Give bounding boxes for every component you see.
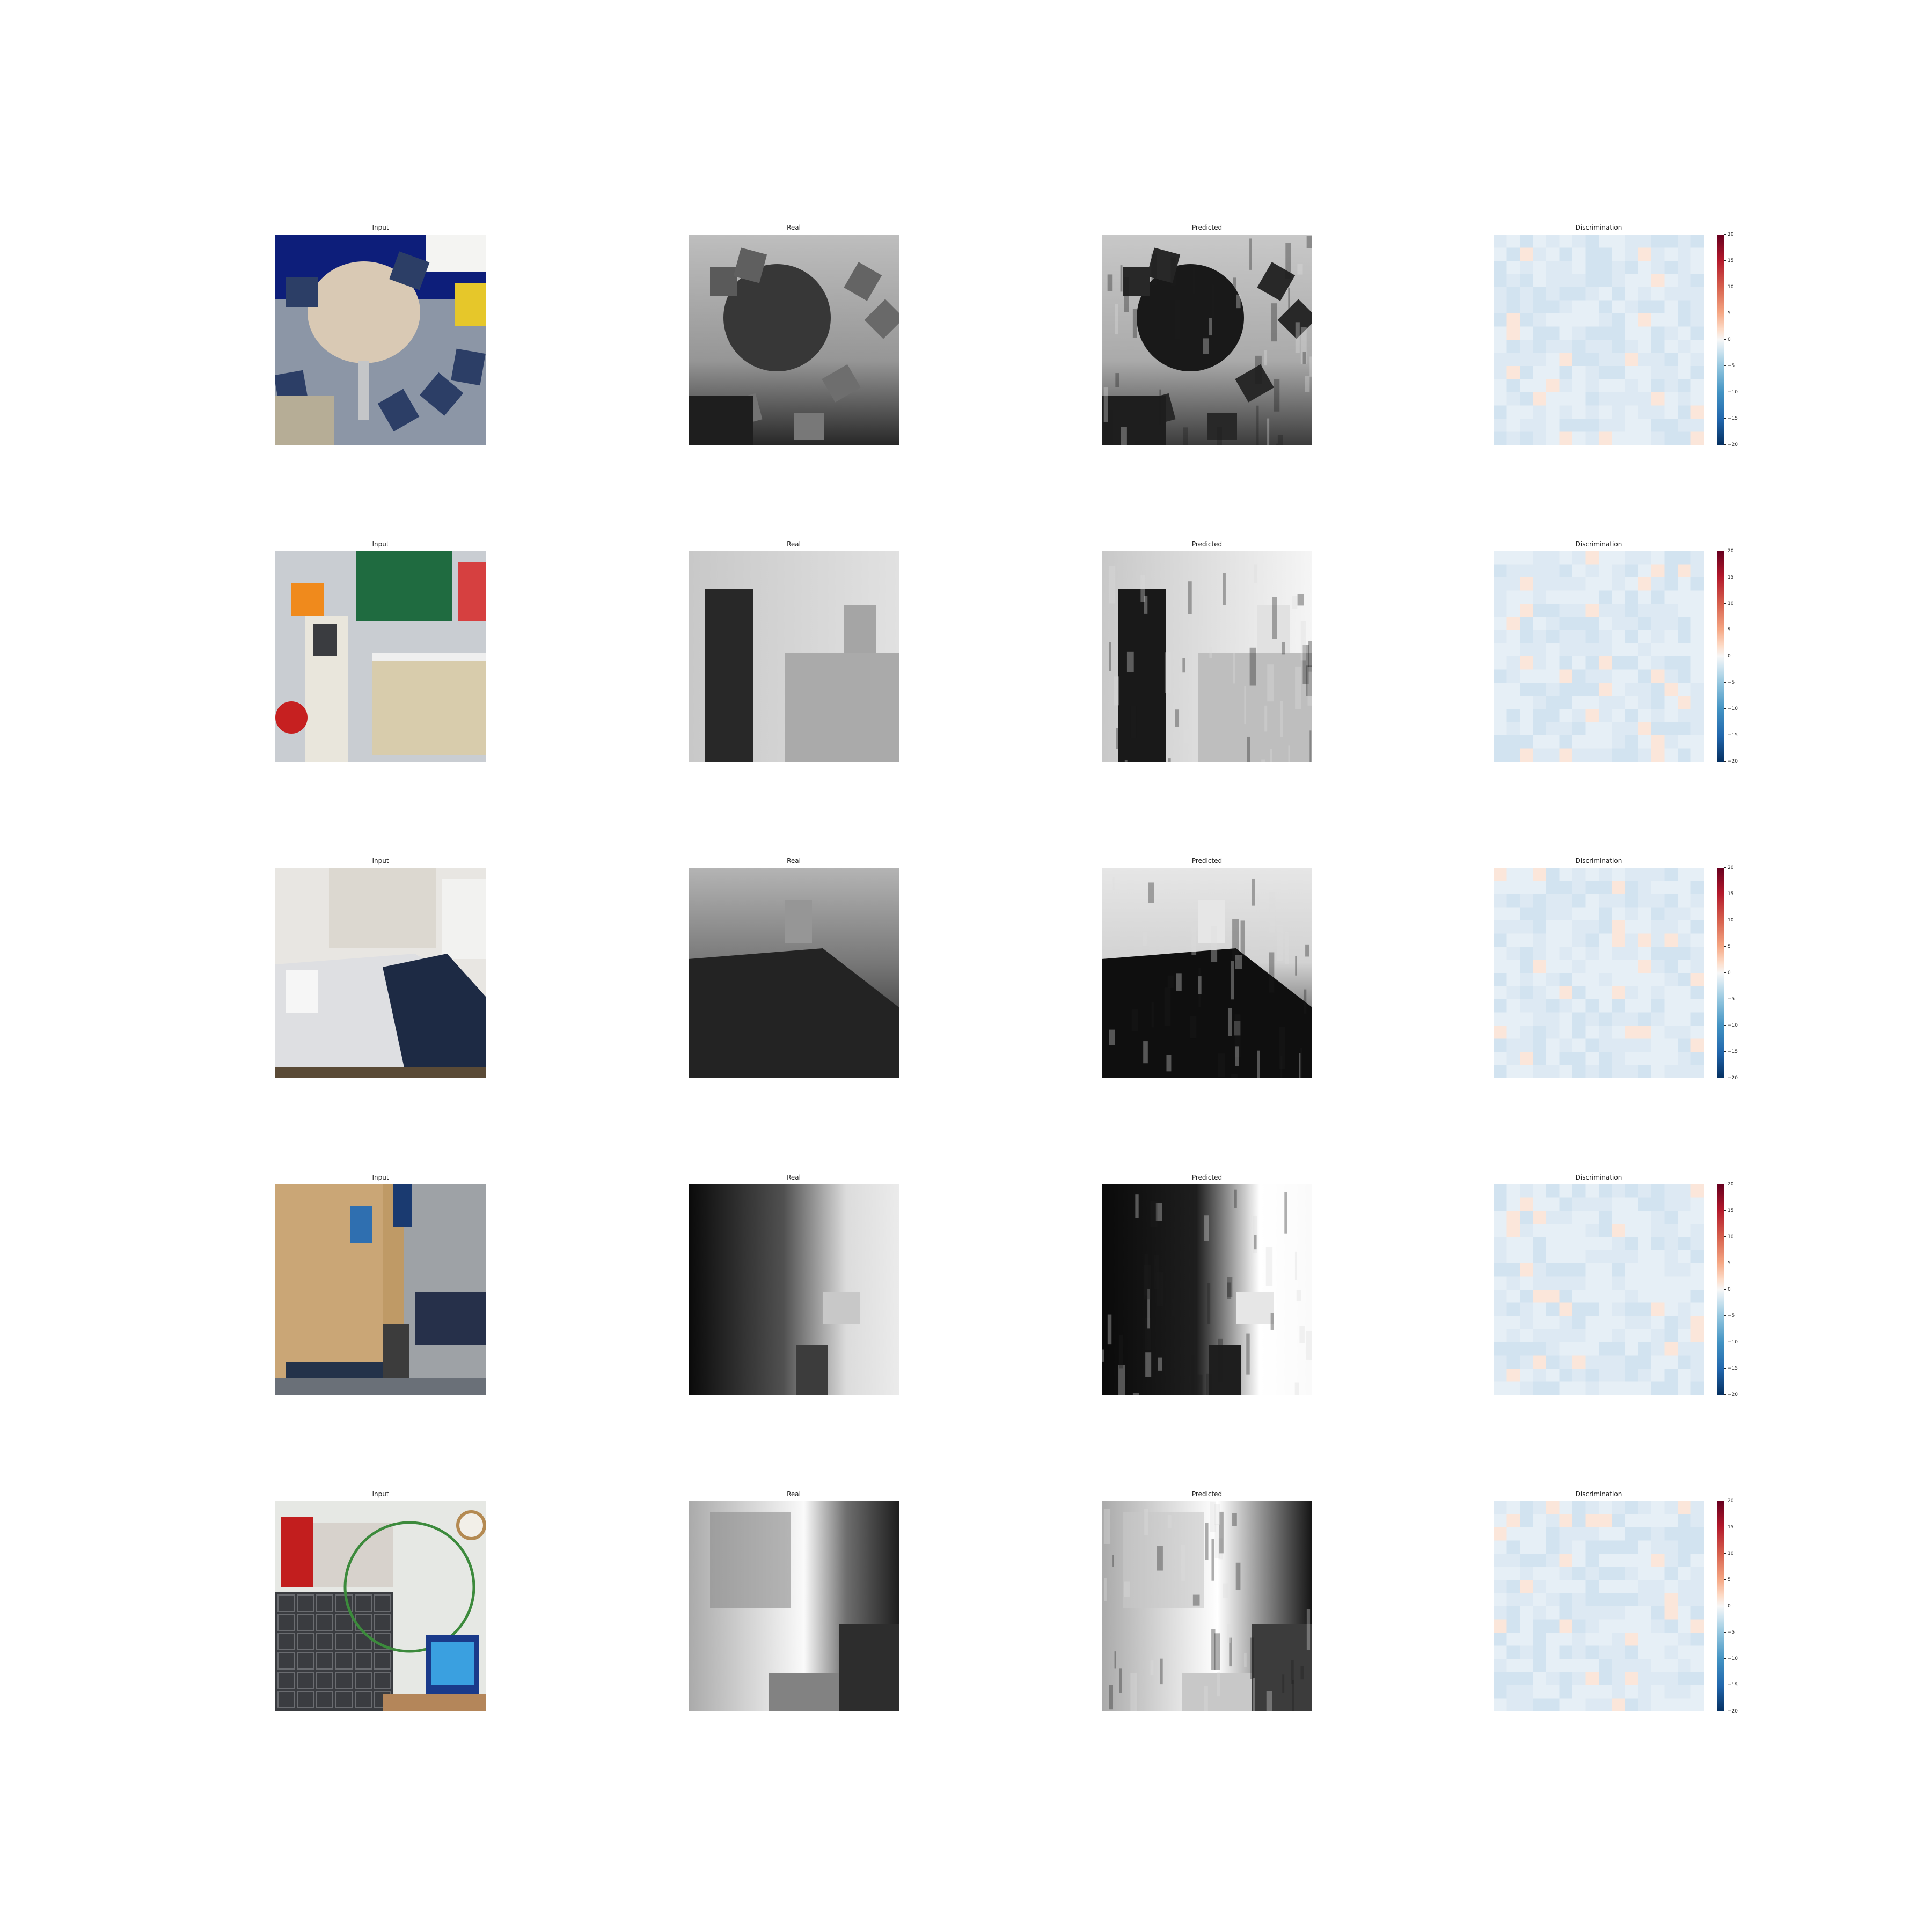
panel-title: Predicted [1191, 224, 1223, 231]
colorbar-tick-label: −15 [1724, 733, 1738, 738]
colorbar [1717, 551, 1724, 762]
panel-title: Input [372, 1174, 389, 1181]
colorbar-tick-label: −20 [1724, 1075, 1738, 1081]
panel-title: Predicted [1191, 540, 1223, 548]
panel-title: Input [372, 224, 389, 231]
colorbar [1717, 868, 1724, 1078]
colorbar-tick-label: −5 [1724, 680, 1735, 685]
colorbar-tick-label: 10 [1724, 1234, 1733, 1240]
colorbar-tick-label: −5 [1724, 1630, 1735, 1635]
predicted-depth-image [1102, 235, 1312, 445]
discrimination-heatmap [1494, 235, 1704, 445]
colorbar-ticks: 20 15 10 5 0 −5 −10 −15 −20 [1724, 1182, 1746, 1397]
colorbar-tick-label: −20 [1724, 1392, 1738, 1397]
colorbar-tick-label: 0 [1724, 1287, 1731, 1292]
colorbar-tick-label: −10 [1724, 1340, 1738, 1345]
discrimination-heatmap [1494, 868, 1704, 1078]
input-image [275, 868, 486, 1078]
panel-title: Input [372, 1490, 389, 1498]
colorbar-tick-label: 5 [1724, 1577, 1731, 1583]
discrimination-heatmap [1494, 1501, 1704, 1711]
real-depth-image [689, 1184, 899, 1395]
colorbar-tick-label: −5 [1724, 997, 1735, 1002]
discrimination-heatmap [1494, 551, 1704, 762]
colorbar-tick-label: −10 [1724, 390, 1738, 395]
colorbar-tick-label: −10 [1724, 1656, 1738, 1662]
discrimination-heatmap [1494, 1184, 1704, 1395]
colorbar-tick-label: 15 [1724, 258, 1733, 264]
colorbar-tick-label: 0 [1724, 337, 1731, 342]
panel-title: Real [787, 1174, 801, 1181]
real-depth-image [689, 551, 899, 762]
panel-title: Real [787, 1490, 801, 1498]
panel-title: Discrimination [1575, 857, 1622, 865]
colorbar [1717, 1501, 1724, 1711]
predicted-depth-image [1102, 1501, 1312, 1711]
colorbar-tick-label: 5 [1724, 311, 1731, 316]
colorbar-tick-label: −20 [1724, 442, 1738, 448]
colorbar-ticks: 20 15 10 5 0 −5 −10 −15 −20 [1724, 232, 1746, 448]
real-depth-image [689, 235, 899, 445]
panel-title: Discrimination [1575, 224, 1622, 231]
predicted-depth-image [1102, 551, 1312, 762]
colorbar-tick-label: 20 [1724, 548, 1733, 554]
colorbar-tick-label: 0 [1724, 1604, 1731, 1609]
colorbar-tick-label: 20 [1724, 1498, 1733, 1504]
colorbar-tick-label: −10 [1724, 1023, 1738, 1028]
colorbar-ticks: 20 15 10 5 0 −5 −10 −15 −20 [1724, 865, 1746, 1081]
panel-title: Discrimination [1575, 540, 1622, 548]
colorbar-tick-label: −15 [1724, 1049, 1738, 1055]
predicted-depth-image [1102, 1184, 1312, 1395]
real-depth-image [689, 1501, 899, 1711]
colorbar-tick-label: 0 [1724, 970, 1731, 976]
colorbar-ticks: 20 15 10 5 0 −5 −10 −15 −20 [1724, 548, 1746, 764]
colorbar-tick-label: −5 [1724, 1313, 1735, 1319]
panel-title: Real [787, 224, 801, 231]
colorbar-tick-label: 5 [1724, 627, 1731, 633]
colorbar [1717, 1184, 1724, 1395]
panel-title: Discrimination [1575, 1174, 1622, 1181]
colorbar-tick-label: −15 [1724, 1366, 1738, 1371]
panel-title: Predicted [1191, 1490, 1223, 1498]
colorbar-tick-label: 5 [1724, 1261, 1731, 1266]
colorbar-tick-label: 15 [1724, 1208, 1733, 1213]
input-image [275, 235, 486, 445]
input-image [275, 1501, 486, 1711]
input-image [275, 551, 486, 762]
real-depth-image [689, 868, 899, 1078]
colorbar-tick-label: 15 [1724, 1525, 1733, 1530]
colorbar-tick-label: 5 [1724, 944, 1731, 949]
colorbar-tick-label: −10 [1724, 706, 1738, 712]
colorbar [1717, 235, 1724, 445]
colorbar-tick-label: −15 [1724, 416, 1738, 421]
predicted-depth-image [1102, 868, 1312, 1078]
colorbar-tick-label: 10 [1724, 1551, 1733, 1556]
colorbar-tick-label: 0 [1724, 654, 1731, 659]
panel-title: Discrimination [1575, 1490, 1622, 1498]
colorbar-tick-label: −20 [1724, 1709, 1738, 1714]
colorbar-tick-label: 20 [1724, 865, 1733, 870]
colorbar-tick-label: 20 [1724, 1182, 1733, 1187]
panel-title: Real [787, 857, 801, 865]
input-image [275, 1184, 486, 1395]
panel-title: Predicted [1191, 1174, 1223, 1181]
panel-title: Input [372, 540, 389, 548]
colorbar-tick-label: −20 [1724, 759, 1738, 764]
colorbar-ticks: 20 15 10 5 0 −5 −10 −15 −20 [1724, 1498, 1746, 1714]
colorbar-tick-label: −5 [1724, 363, 1735, 369]
panel-title: Input [372, 857, 389, 865]
colorbar-tick-label: 15 [1724, 891, 1733, 897]
panel-title: Real [787, 540, 801, 548]
colorbar-tick-label: 15 [1724, 575, 1733, 580]
colorbar-tick-label: 10 [1724, 918, 1733, 923]
colorbar-tick-label: 20 [1724, 232, 1733, 237]
panel-title: Predicted [1191, 857, 1223, 865]
colorbar-tick-label: −15 [1724, 1682, 1738, 1688]
colorbar-tick-label: 10 [1724, 284, 1733, 290]
colorbar-tick-label: 10 [1724, 601, 1733, 606]
